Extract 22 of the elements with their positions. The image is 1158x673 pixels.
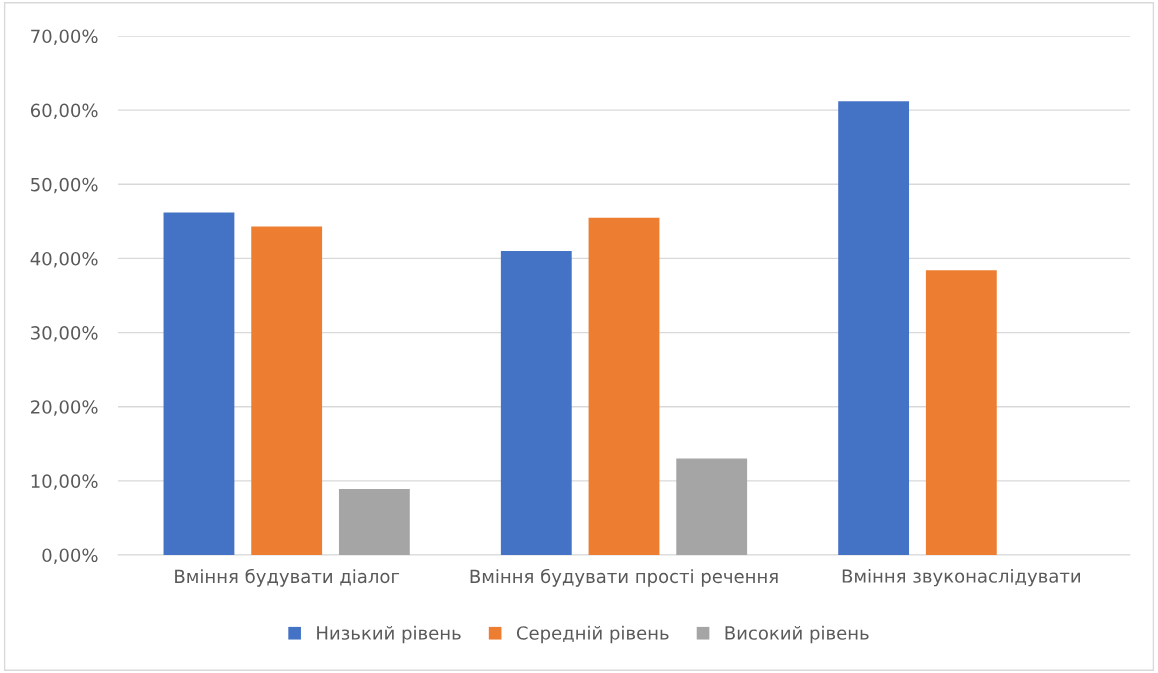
legend-label: Низький рівень xyxy=(317,625,461,644)
bar xyxy=(588,217,660,555)
legend-label: Середній рівень xyxy=(516,625,669,644)
y-tick-label: 20,00% xyxy=(31,400,98,416)
legend-label: Високий рівень xyxy=(725,625,869,644)
y-tick-label: 50,00% xyxy=(31,177,98,194)
bar xyxy=(338,489,410,555)
bar xyxy=(838,101,910,555)
y-tick-label: 70,00% xyxy=(31,29,98,45)
x-tick-label: Вміння будувати діалог xyxy=(175,568,400,587)
y-tick-label: 10,00% xyxy=(31,474,98,490)
bar xyxy=(251,226,323,555)
y-tick-label: 0,00% xyxy=(42,548,98,564)
bar xyxy=(676,458,748,555)
y-tick-label: 40,00% xyxy=(30,251,98,268)
bar xyxy=(925,270,997,555)
y-tick-label: 60,00% xyxy=(30,103,98,120)
x-tick-label: Вміння будувати прості речення xyxy=(470,568,778,587)
bar xyxy=(163,212,235,555)
bar xyxy=(500,251,572,555)
x-tick-label: Вміння звуконаслідувати xyxy=(842,568,1080,587)
y-tick-label: 30,00% xyxy=(31,326,98,342)
